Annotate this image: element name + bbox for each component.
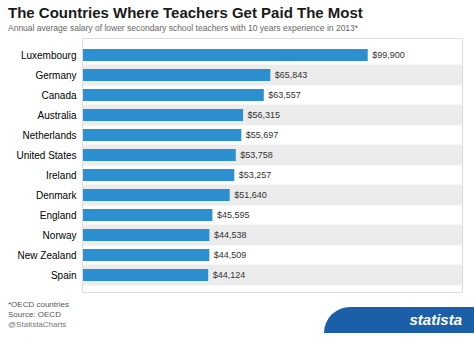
svg-text:Australia: Australia bbox=[38, 110, 77, 121]
svg-text:Germany: Germany bbox=[35, 70, 76, 81]
svg-text:$56,315: $56,315 bbox=[248, 110, 281, 120]
svg-text:$63,557: $63,557 bbox=[268, 90, 301, 100]
svg-text:$53,758: $53,758 bbox=[240, 150, 273, 160]
html-text:The Countries Where Teachers G: The Countries Where Teachers Get Paid Th… bbox=[8, 4, 363, 21]
svg-text:Netherlands: Netherlands bbox=[23, 130, 77, 141]
svg-text:Canada: Canada bbox=[41, 90, 76, 101]
svg-text:England: England bbox=[40, 210, 77, 221]
svg-text:$45,595: $45,595 bbox=[217, 210, 250, 220]
html-text:statista: statista bbox=[409, 311, 462, 328]
svg-text:$44,509: $44,509 bbox=[214, 250, 247, 260]
svg-text:$55,697: $55,697 bbox=[246, 130, 279, 140]
svg-text:$44,538: $44,538 bbox=[214, 230, 247, 240]
svg-text:$53,257: $53,257 bbox=[239, 170, 272, 180]
html-text:Source: OECD: Source: OECD bbox=[8, 310, 61, 319]
svg-text:$65,843: $65,843 bbox=[275, 70, 308, 80]
svg-text:New Zealand: New Zealand bbox=[18, 250, 77, 261]
html-text:Annual average salary of lower: Annual average salary of lower secondary… bbox=[8, 23, 359, 33]
svg-text:United States: United States bbox=[16, 150, 76, 161]
svg-text:$99,900: $99,900 bbox=[372, 50, 405, 60]
html-text:*OECD countries: *OECD countries bbox=[8, 300, 69, 309]
svg-text:Norway: Norway bbox=[43, 230, 77, 241]
svg-text:$44,124: $44,124 bbox=[213, 270, 246, 280]
svg-text:Ireland: Ireland bbox=[46, 170, 77, 181]
html-text:@StatistaCharts: @StatistaCharts bbox=[8, 320, 67, 329]
svg-text:Denmark: Denmark bbox=[36, 190, 78, 201]
svg-text:$51,640: $51,640 bbox=[234, 190, 267, 200]
svg-text:Spain: Spain bbox=[51, 270, 77, 281]
svg-text:Luxembourg: Luxembourg bbox=[21, 50, 77, 61]
